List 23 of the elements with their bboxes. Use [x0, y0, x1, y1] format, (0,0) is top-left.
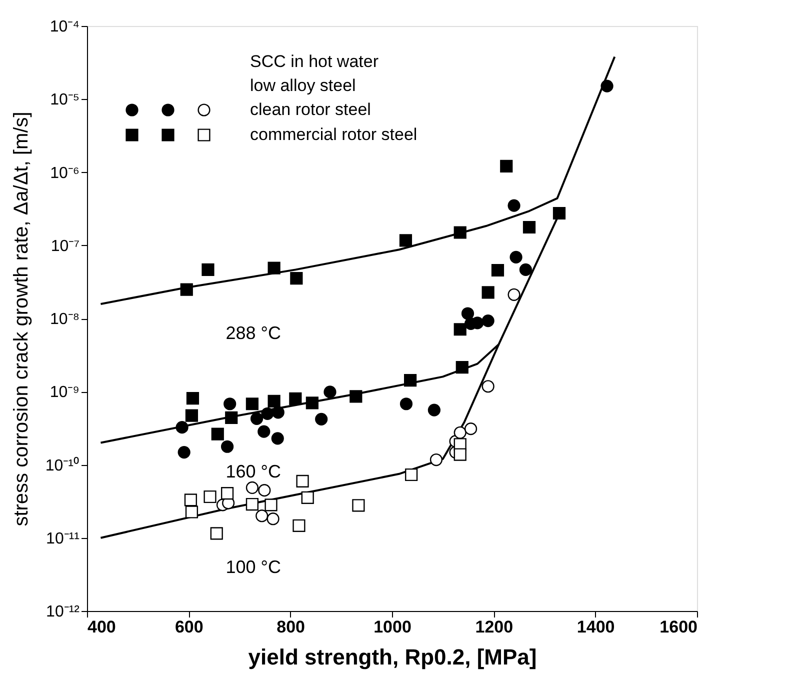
annotation: 100 °C — [226, 556, 281, 577]
legend-label: clean rotor steel — [250, 100, 371, 119]
y-tick-label: 10⁻¹² — [46, 604, 80, 620]
y-tick-label: 10⁻¹⁰ — [45, 456, 80, 474]
x-tick-label: 1600 — [660, 618, 698, 636]
x-tick-label: 600 — [174, 618, 204, 636]
x-tick-label: 400 — [88, 618, 116, 636]
y-tick-label: 10⁻⁹ — [50, 384, 80, 402]
annotation: 160 °C — [226, 462, 281, 482]
legend-label: commercial rotor steel — [250, 125, 418, 144]
y-axis-title: stress corrosion crack growth rate, Δa/Δt, [m/s] — [10, 112, 32, 526]
x-tick-label: 800 — [276, 618, 306, 636]
x-tick-label: 1400 — [576, 618, 615, 636]
annotation: 288 °C — [226, 322, 281, 343]
x-axis-title: yield strength, Rp0.2, [MPa] — [248, 644, 537, 670]
x-tick-label: 1000 — [374, 618, 412, 636]
y-tick-label: 10⁻¹¹ — [46, 530, 80, 548]
y-tick-label: 10⁻⁵ — [50, 92, 80, 109]
y-tick-label: 10⁻⁷ — [50, 238, 80, 255]
y-tick-label: 10⁻⁴ — [50, 18, 80, 36]
y-tick-label: 10⁻⁸ — [50, 311, 80, 328]
y-tick-label: 10⁻⁶ — [50, 164, 80, 182]
x-tick-label: 1200 — [475, 618, 514, 636]
